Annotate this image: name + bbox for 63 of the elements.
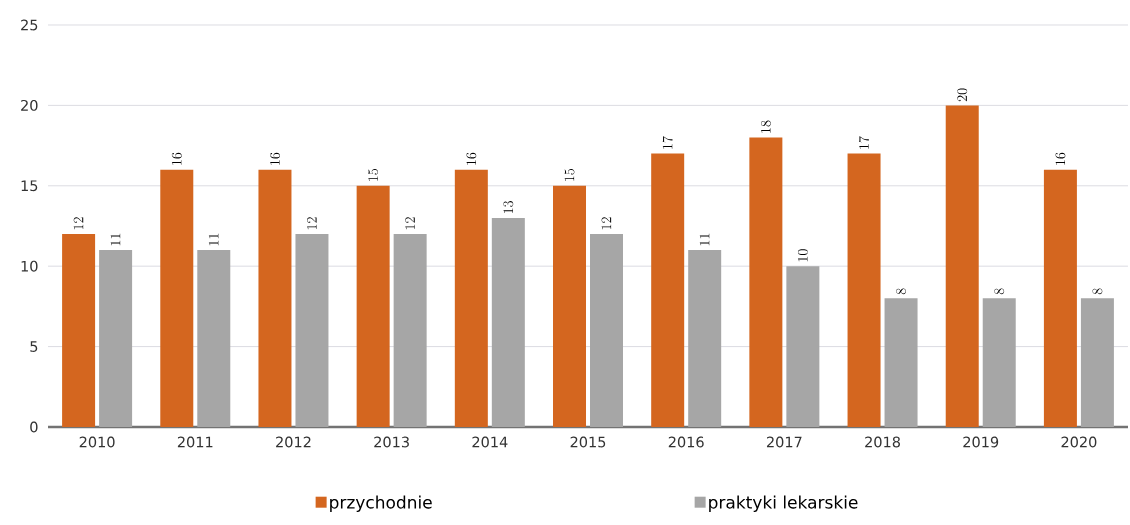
bar <box>295 234 329 427</box>
bar <box>590 234 623 427</box>
data-label: 16 <box>466 152 477 165</box>
bar <box>651 153 685 427</box>
bar <box>356 185 390 427</box>
data-label: 15 <box>368 168 379 181</box>
x-tick-label: 2019 <box>963 436 999 448</box>
data-label: 12 <box>307 217 317 230</box>
bar <box>786 266 820 427</box>
y-tick-label: 0 <box>30 421 38 433</box>
bar <box>99 250 133 427</box>
x-tick-label: 2016 <box>668 436 704 448</box>
bar <box>197 250 231 427</box>
data-label: 8 <box>994 288 1005 295</box>
data-label: 11 <box>208 233 219 246</box>
x-tick-label: 2012 <box>276 436 311 448</box>
bar <box>258 169 292 427</box>
bar <box>688 250 722 427</box>
data-label: 8 <box>1092 288 1103 295</box>
legend-label: praktyki lekarskie <box>709 495 858 512</box>
x-tick-label: 2014 <box>472 436 508 448</box>
data-label: 10 <box>797 249 808 262</box>
data-label: 20 <box>957 88 968 102</box>
data-label: 12 <box>601 217 612 230</box>
data-label: 13 <box>503 200 514 214</box>
data-label: 16 <box>270 152 280 165</box>
bar <box>1080 298 1114 427</box>
y-tick-label: 5 <box>30 341 38 352</box>
data-label: 17 <box>662 136 673 149</box>
bar <box>491 217 525 427</box>
data-label: 15 <box>564 168 575 181</box>
data-label: 17 <box>858 136 869 149</box>
bar <box>884 298 918 427</box>
data-label: 11 <box>699 233 710 246</box>
bar <box>847 153 881 427</box>
y-tick-label: 25 <box>21 19 38 31</box>
x-tick-label: 2013 <box>374 436 409 448</box>
x-tick-label: 2020 <box>1061 436 1097 448</box>
x-tick-label: 2018 <box>865 436 900 448</box>
data-label: 16 <box>1055 152 1066 165</box>
bar <box>982 298 1016 427</box>
bar <box>1043 169 1077 427</box>
bar <box>160 169 194 427</box>
bar <box>393 234 427 427</box>
x-tick-label: 2011 <box>177 436 213 448</box>
bar <box>945 105 979 427</box>
data-label: 11 <box>110 233 121 246</box>
bar <box>749 137 783 427</box>
x-tick-label: 2010 <box>79 436 115 448</box>
data-label: 18 <box>760 120 771 133</box>
bar <box>553 185 586 427</box>
data-label: 16 <box>171 152 182 165</box>
x-tick-label: 2017 <box>766 436 802 448</box>
y-tick-label: 20 <box>21 99 38 111</box>
x-tick-label: 2015 <box>570 436 606 448</box>
data-label: 12 <box>73 217 84 230</box>
data-label: 8 <box>896 288 906 295</box>
y-tick-label: 10 <box>21 260 38 272</box>
data-label: 12 <box>405 217 415 230</box>
bar <box>62 234 96 427</box>
bar <box>454 169 488 427</box>
legend-label: przychodnie <box>330 495 432 512</box>
y-tick-label: 15 <box>21 180 38 192</box>
